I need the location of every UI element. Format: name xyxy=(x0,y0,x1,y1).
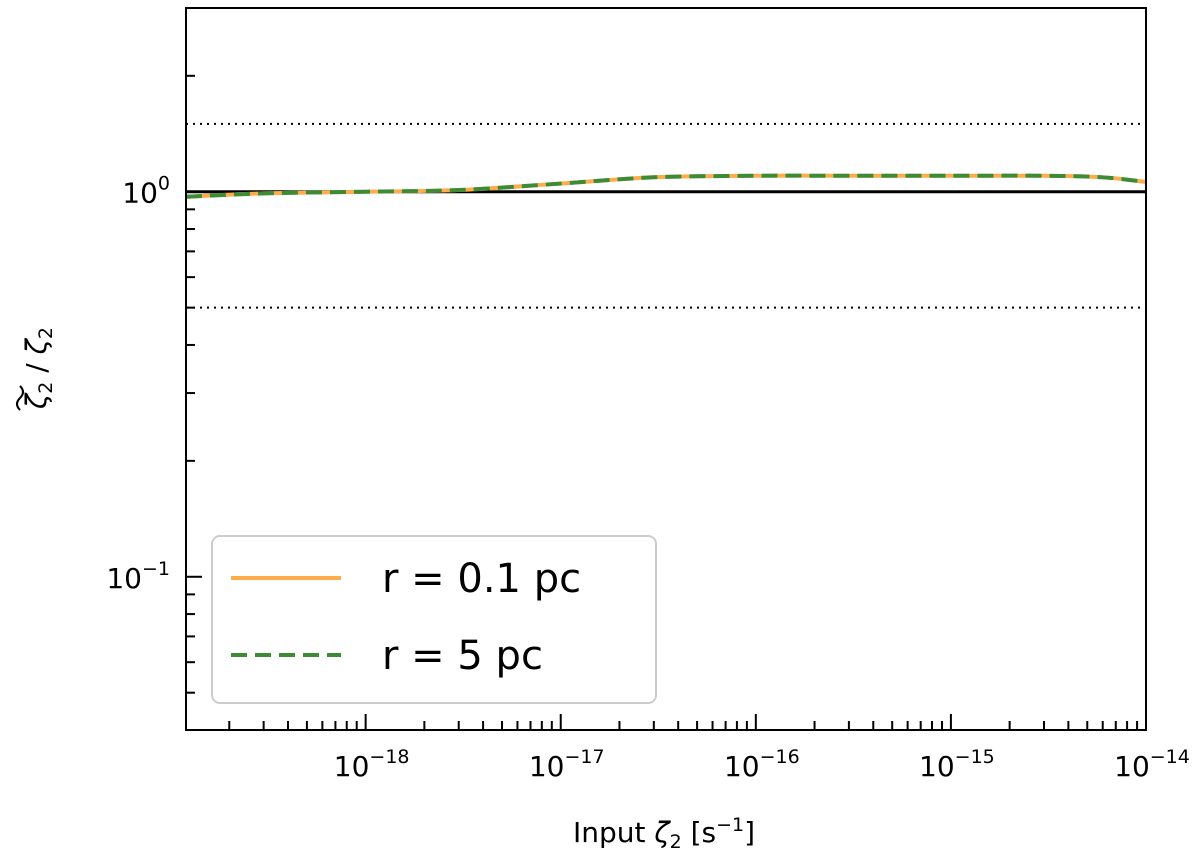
y-label-sep: / xyxy=(20,354,53,381)
x-tick-label-3: 10−15 xyxy=(919,746,995,783)
y-label-den-symbol: ζ xyxy=(20,337,53,355)
svg-text:ζ2 / ζ2: ζ2 / ζ2 xyxy=(20,327,57,410)
legend-label-r-0-1-pc: r = 0.1 pc xyxy=(382,556,581,602)
x-label-sub: 2 xyxy=(670,831,682,853)
y-label-tilde xyxy=(16,385,24,411)
x-tick-label-1: 10−17 xyxy=(529,746,605,783)
x-label-unit-close: ] xyxy=(744,816,755,849)
legend-label-r-5-pc: r = 5 pc xyxy=(382,633,543,679)
x-tick-label-4: 10−14 xyxy=(1114,746,1190,783)
y-label-num-sub: 2 xyxy=(35,382,57,394)
plot-frame xyxy=(185,7,1147,731)
y-label-den-sub: 2 xyxy=(35,327,57,339)
y-tick-label-0: 100 xyxy=(122,173,170,210)
y-tick-label-1: 10−1 xyxy=(106,558,170,595)
y-label-num-symbol: ζ xyxy=(20,392,53,410)
legend: r = 0.1 pc r = 5 pc xyxy=(211,535,657,704)
x-label-symbol: ζ xyxy=(653,816,671,849)
series-line-1 xyxy=(185,173,1147,199)
y-axis-label: ζ2 / ζ2 xyxy=(16,327,57,411)
x-axis-label: Input ζ2 [s−1] xyxy=(573,814,755,853)
x-tick-label-0: 10−18 xyxy=(334,746,410,783)
series-lines xyxy=(185,173,1147,199)
x-tick-label-2: 10−16 xyxy=(724,746,800,783)
x-label-unit-exp: −1 xyxy=(716,814,744,836)
x-label-unit-open: [s xyxy=(682,816,716,849)
axis-ticks: 10−18 10−17 10−16 10−15 10−14 100 10−1 xyxy=(106,7,1190,783)
x-label-prefix: Input xyxy=(573,816,654,849)
